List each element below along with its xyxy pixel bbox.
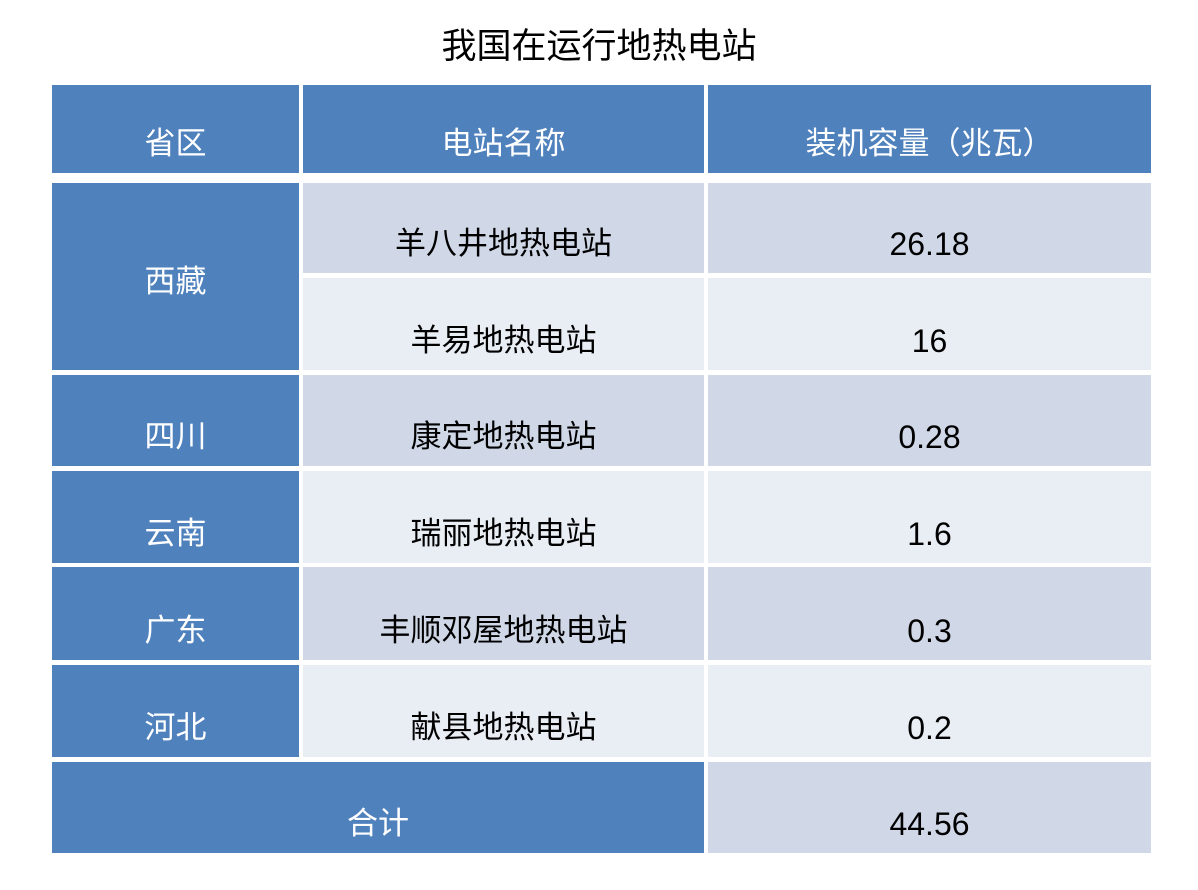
province-cell: 河北: [52, 665, 299, 757]
header-province: 省区: [52, 85, 299, 173]
capacity-cell: 26.18: [708, 183, 1151, 273]
province-cell: 广东: [52, 567, 299, 660]
station-cell: 羊易地热电站: [303, 278, 704, 370]
station-cell: 瑞丽地热电站: [303, 471, 704, 563]
capacity-cell: 0.2: [708, 665, 1151, 757]
page-title: 我国在运行地热电站: [441, 27, 757, 67]
station-cell: 康定地热电站: [303, 375, 704, 466]
capacity-cell: 16: [708, 278, 1151, 370]
header-capacity: 装机容量（兆瓦）: [708, 85, 1151, 173]
header-station: 电站名称: [303, 85, 704, 173]
capacity-cell: 1.6: [708, 471, 1151, 563]
province-cell: 四川: [52, 375, 299, 466]
total-value: 44.56: [708, 762, 1151, 853]
station-cell: 献县地热电站: [303, 665, 704, 757]
station-cell: 羊八井地热电站: [303, 183, 704, 273]
capacity-cell: 0.28: [708, 375, 1151, 466]
province-cell: 西藏: [52, 183, 299, 370]
total-label: 合计: [52, 762, 704, 853]
province-cell: 云南: [52, 471, 299, 563]
capacity-cell: 0.3: [708, 567, 1151, 660]
station-cell: 丰顺邓屋地热电站: [303, 567, 704, 660]
